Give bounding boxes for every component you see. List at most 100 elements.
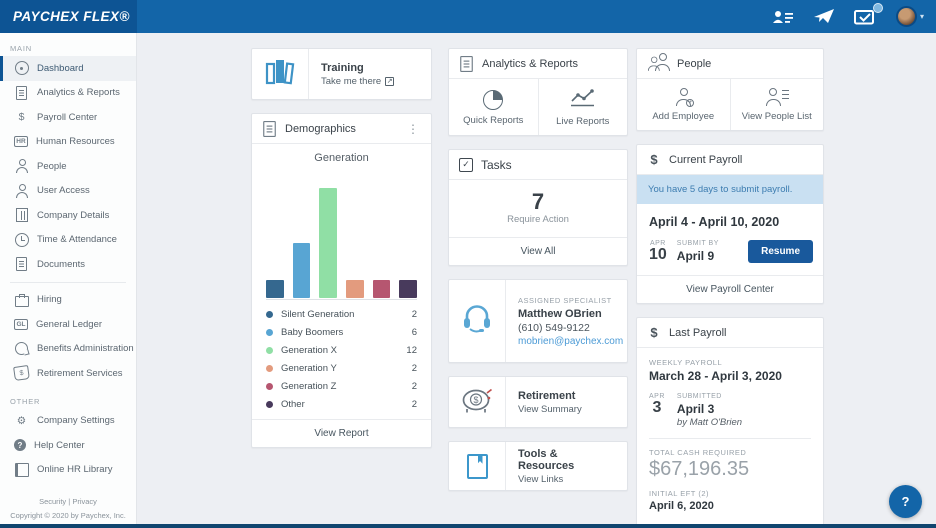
demographics-title: Demographics (285, 122, 356, 135)
sidebar-item-time-attendance[interactable]: Time & Attendance (0, 228, 136, 253)
sidebar-item-online-hr-library[interactable]: Online HR Library (0, 458, 136, 483)
live-reports-button[interactable]: Live Reports (537, 79, 628, 135)
line-chart-icon (569, 88, 596, 111)
kebab-menu-icon[interactable]: ⋮ (407, 121, 419, 136)
messages-icon[interactable] (853, 3, 883, 25)
add-employee-button[interactable]: + Add Employee (637, 79, 730, 130)
sidebar-item-company-settings[interactable]: ⚙ Company Settings (0, 409, 136, 434)
sidebar-item-retirement-services[interactable]: Retirement Services (0, 361, 136, 386)
legend-label: Baby Boomers (281, 326, 344, 338)
sidebar-item-user-access[interactable]: User Access (0, 179, 136, 204)
sidebar-item-label: Documents (37, 258, 86, 270)
sidebar-item-documents[interactable]: Documents (0, 252, 136, 277)
legend-value: 6 (411, 326, 417, 338)
sidebar: MAIN Dashboard Analytics & Reports $ Payrol… (0, 33, 137, 524)
sidebar-item-hiring[interactable]: Hiring (0, 288, 136, 313)
people-icon (647, 53, 670, 71)
sidebar-item-people[interactable]: People (0, 154, 136, 179)
view-all-link[interactable]: View All (449, 237, 627, 265)
copyright-text: Copyright © 2020 by Paychex, Inc. (10, 510, 126, 520)
sidebar-item-label: Company Details (37, 209, 110, 221)
demographics-card: Demographics ⋮ Generation Silent Generat… (251, 113, 432, 448)
quick-reports-button[interactable]: Quick Reports (449, 79, 538, 135)
user-menu[interactable]: ▾ (895, 6, 924, 27)
current-payroll-period: April 4 - April 10, 2020 (649, 215, 780, 229)
sidebar-item-human-resources[interactable]: HR Human Resources (0, 130, 136, 155)
legend-row-generation-z: Generation Z 2 (252, 377, 431, 395)
avatar (895, 6, 917, 27)
view-links-link[interactable]: View Links (518, 474, 615, 485)
legend-row-baby-boomers: Baby Boomers 6 (252, 323, 431, 341)
contacts-icon[interactable] (772, 10, 794, 24)
notification-badge (872, 3, 883, 13)
submitted-by: by Matt O'Brien (676, 417, 743, 428)
legend-value: 2 (411, 308, 417, 320)
view-summary-link[interactable]: View Summary (518, 404, 615, 415)
legend-label: Generation Z (281, 380, 337, 392)
sidebar-item-help-center[interactable]: ? Help Center (0, 433, 136, 458)
view-payroll-center-link[interactable]: View Payroll Center (637, 275, 823, 303)
sidebar-item-label: User Access (37, 185, 90, 197)
help-button[interactable]: ? (889, 485, 922, 518)
sidebar-item-payroll-center[interactable]: $ Payroll Center (0, 105, 136, 130)
specialist-phone: (610) 549-9122 (518, 321, 590, 334)
calendar-month: APR (649, 240, 666, 247)
tasks-count-label: Require Action (507, 214, 569, 226)
legend-dot (266, 382, 273, 390)
plus-badge: + (686, 99, 695, 107)
submitted-date: April 3 (676, 402, 715, 416)
generation-bar-chart (265, 168, 418, 300)
help-center-icon: ? (14, 439, 26, 452)
privacy-link[interactable]: Privacy (72, 497, 97, 506)
view-people-list-button[interactable]: View People List (729, 79, 824, 130)
tasks-summary: 7 Require Action (449, 180, 627, 237)
chevron-down-icon: ▾ (919, 12, 924, 21)
sidebar-main-list: Dashboard Analytics & Reports $ Payroll Cen… (0, 56, 136, 277)
tools-resources-card[interactable]: Tools & Resources View Links (448, 441, 628, 492)
view-links-label: View Links (518, 473, 564, 485)
sidebar-item-benefits-administration[interactable]: Benefits Administration (0, 337, 136, 362)
sidebar-item-label: Online HR Library (37, 464, 113, 476)
sidebar-other-list: ⚙ Company Settings? Help Center Online HR L… (0, 409, 136, 483)
training-icon-cell (252, 49, 309, 99)
company-details-icon (14, 208, 29, 222)
view-report-link[interactable]: View Report (252, 419, 431, 447)
view-people-list-label: View People List (741, 111, 812, 122)
book-icon (466, 453, 488, 479)
specialist-email-link[interactable]: mobrien@paychex.com (518, 335, 624, 347)
checkbox-icon: ✓ (459, 157, 473, 172)
security-link[interactable]: Security (39, 497, 67, 506)
initial-eft-date: April 6, 2020 (649, 500, 714, 512)
training-title: Training (321, 61, 364, 74)
bar-silent-generation (265, 280, 284, 298)
resume-button[interactable]: Resume (748, 240, 813, 263)
logo-block: PAYCHEX FLEX® (0, 0, 137, 33)
analytics-reports-card: Analytics & Reports Quick Reports Live R… (448, 48, 628, 136)
view-summary-label: View Summary (518, 403, 582, 415)
training-card[interactable]: Training Take me there ↗ (251, 48, 432, 100)
tasks-title: Tasks (481, 157, 512, 172)
legend-label: Silent Generation (281, 308, 355, 320)
submit-by-date: April 9 (676, 249, 715, 263)
sidebar-item-dashboard[interactable]: Dashboard (0, 56, 136, 81)
current-payroll-title: Current Payroll (669, 153, 743, 166)
dollar-icon: $ (650, 152, 658, 167)
documents-icon (14, 257, 29, 271)
sidebar-item-company-details[interactable]: Company Details (0, 203, 136, 228)
sidebar-item-general-ledger[interactable]: GL General Ledger (0, 312, 136, 337)
legend-dot (266, 310, 273, 318)
sidebar-item-analytics-reports[interactable]: Analytics & Reports (0, 81, 136, 106)
retirement-card[interactable]: $ Retirement View Summary (448, 376, 628, 429)
training-link[interactable]: Take me there ↗ (321, 76, 419, 87)
announcements-icon[interactable] (813, 9, 834, 24)
tools-resources-title: Tools & Resources (518, 447, 575, 472)
benefits-administration-icon (14, 342, 29, 356)
pie-chart-icon (483, 89, 504, 110)
add-person-icon: + (675, 88, 695, 107)
footer-separator: | (68, 497, 71, 506)
company-settings-icon: ⚙ (16, 414, 27, 427)
dashboard-icon (14, 61, 29, 75)
sidebar-item-label: Hiring (37, 294, 62, 306)
external-link-icon: ↗ (385, 76, 395, 86)
last-payroll-card: $ Last Payroll WEEKLY PAYROLL March 28 -… (636, 317, 824, 524)
